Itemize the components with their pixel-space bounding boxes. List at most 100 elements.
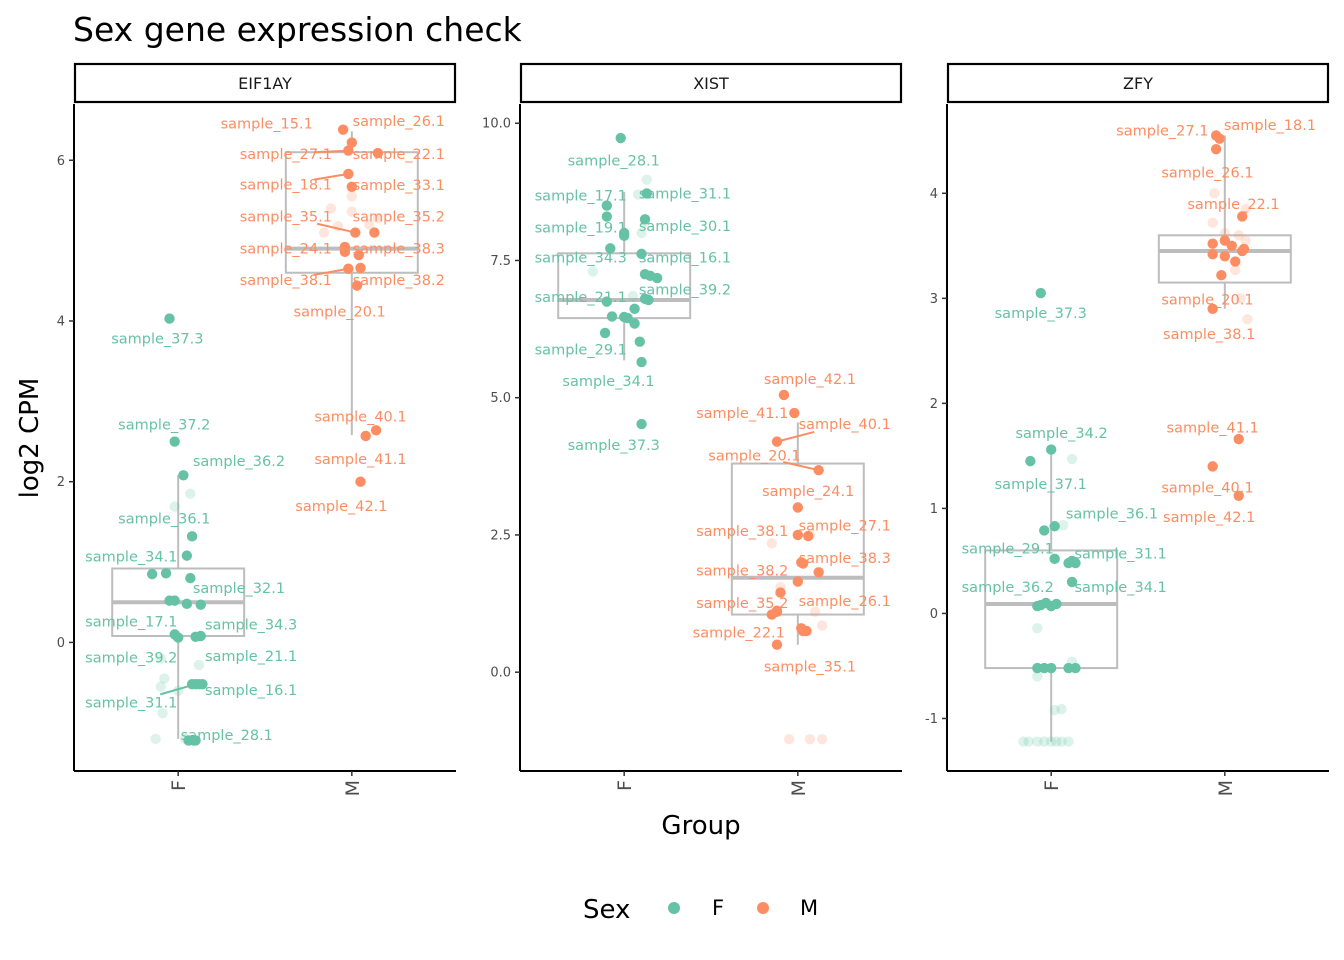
data-point [629, 303, 640, 314]
y-tick-label: 2.5 [490, 528, 511, 543]
data-point [1210, 143, 1222, 155]
data-point [351, 280, 363, 291]
point-label: sample_20.1 [294, 304, 386, 320]
data-point [622, 312, 633, 324]
facet-strip [946, 62, 1330, 104]
data-point-faint [1230, 264, 1241, 276]
data-point [169, 436, 180, 447]
point-label: sample_19.1 [535, 221, 627, 237]
data-point [771, 639, 783, 650]
y-tick-label: 5.0 [490, 391, 511, 406]
point-label: sample_40.1 [799, 417, 891, 433]
x-tick-label: M [342, 780, 364, 796]
facet-strip-label: EIF1AY [238, 74, 292, 93]
point-label: sample_40.1 [314, 410, 406, 426]
x-tick-label: F [614, 780, 636, 791]
data-point [636, 356, 647, 368]
data-point [169, 595, 180, 606]
point-label: sample_31.1 [639, 186, 731, 202]
point-label: sample_35.2 [353, 210, 445, 226]
data-point-faint [1056, 736, 1067, 747]
x-tick-label: M [1215, 780, 1237, 796]
data-point-faint [363, 219, 375, 230]
label-leader-line [313, 149, 349, 154]
legend-title: Sex [583, 895, 630, 925]
point-label: sample_21.1 [535, 290, 627, 306]
data-point [164, 313, 175, 324]
data-point-faint [1056, 703, 1067, 715]
data-point-faint [155, 653, 167, 664]
point-label: sample_28.1 [181, 728, 273, 744]
chart-title: Sex gene expression check [73, 10, 523, 49]
data-point [370, 425, 382, 436]
point-label: sample_35.1 [764, 660, 856, 676]
point-label: sample_15.1 [221, 116, 313, 132]
data-point-faint [636, 227, 647, 239]
data-point-faint [804, 733, 816, 745]
data-point-faint [159, 673, 170, 684]
point-label: sample_24.1 [762, 484, 854, 500]
data-point [188, 735, 200, 746]
data-point [1025, 455, 1036, 467]
data-point-faint [1032, 736, 1043, 747]
facet-strip [73, 62, 457, 104]
point-label: sample_38.3 [799, 551, 891, 567]
point-label: sample_30.1 [639, 219, 731, 235]
data-point-faint [1039, 736, 1050, 747]
point-label: sample_20.1 [1161, 292, 1253, 308]
point-label: sample_18.1 [240, 177, 332, 193]
data-point [1214, 133, 1225, 144]
point-label: sample_22.1 [1187, 197, 1279, 213]
data-point [1207, 303, 1218, 315]
data-point [797, 558, 809, 569]
data-point [146, 568, 158, 580]
data-point [1236, 211, 1248, 222]
data-point [651, 272, 663, 284]
data-point [1035, 287, 1046, 299]
data-point [343, 168, 354, 180]
data-point [1049, 521, 1060, 532]
data-point [1066, 576, 1078, 588]
data-point [792, 529, 804, 541]
data-point [803, 530, 814, 542]
y-tick-label: 7.5 [490, 254, 511, 269]
point-label: sample_38.2 [696, 564, 788, 580]
data-point-faint [1045, 736, 1057, 747]
data-point-faint [346, 206, 358, 217]
point-label: sample_22.1 [353, 147, 445, 163]
box-M [1157, 234, 1292, 284]
data-point [1207, 461, 1218, 472]
data-point [1207, 238, 1218, 249]
point-label: sample_18.1 [1224, 118, 1316, 134]
point-label: sample_31.1 [85, 696, 177, 712]
label-leader-line [313, 172, 349, 181]
point-label: sample_38.2 [353, 273, 445, 289]
data-point-faint [1242, 314, 1253, 325]
point-label: sample_22.1 [693, 626, 785, 642]
point-label: sample_38.1 [696, 524, 788, 540]
data-point [639, 293, 651, 305]
data-point [1045, 444, 1057, 455]
data-point [813, 567, 824, 578]
data-point [789, 407, 800, 419]
data-point [778, 389, 790, 401]
data-point-faint [1233, 230, 1244, 241]
facet-strip [519, 62, 903, 104]
data-point-faint [169, 501, 180, 512]
data-point [185, 572, 196, 584]
data-point-faint [766, 537, 777, 549]
data-point [766, 609, 777, 620]
point-label: sample_28.1 [568, 154, 660, 170]
point-label: sample_36.2 [193, 454, 285, 470]
point-label: sample_38.3 [353, 242, 445, 258]
label-leader-line [783, 461, 819, 472]
data-point [1226, 240, 1237, 252]
point-label: sample_29.1 [535, 342, 627, 358]
point-label: sample_21.1 [205, 649, 297, 665]
data-point [605, 243, 616, 254]
point-label: sample_37.3 [995, 306, 1087, 322]
point-label: sample_34.1 [562, 374, 654, 390]
data-point [771, 436, 783, 447]
data-point-faint [1066, 453, 1078, 465]
